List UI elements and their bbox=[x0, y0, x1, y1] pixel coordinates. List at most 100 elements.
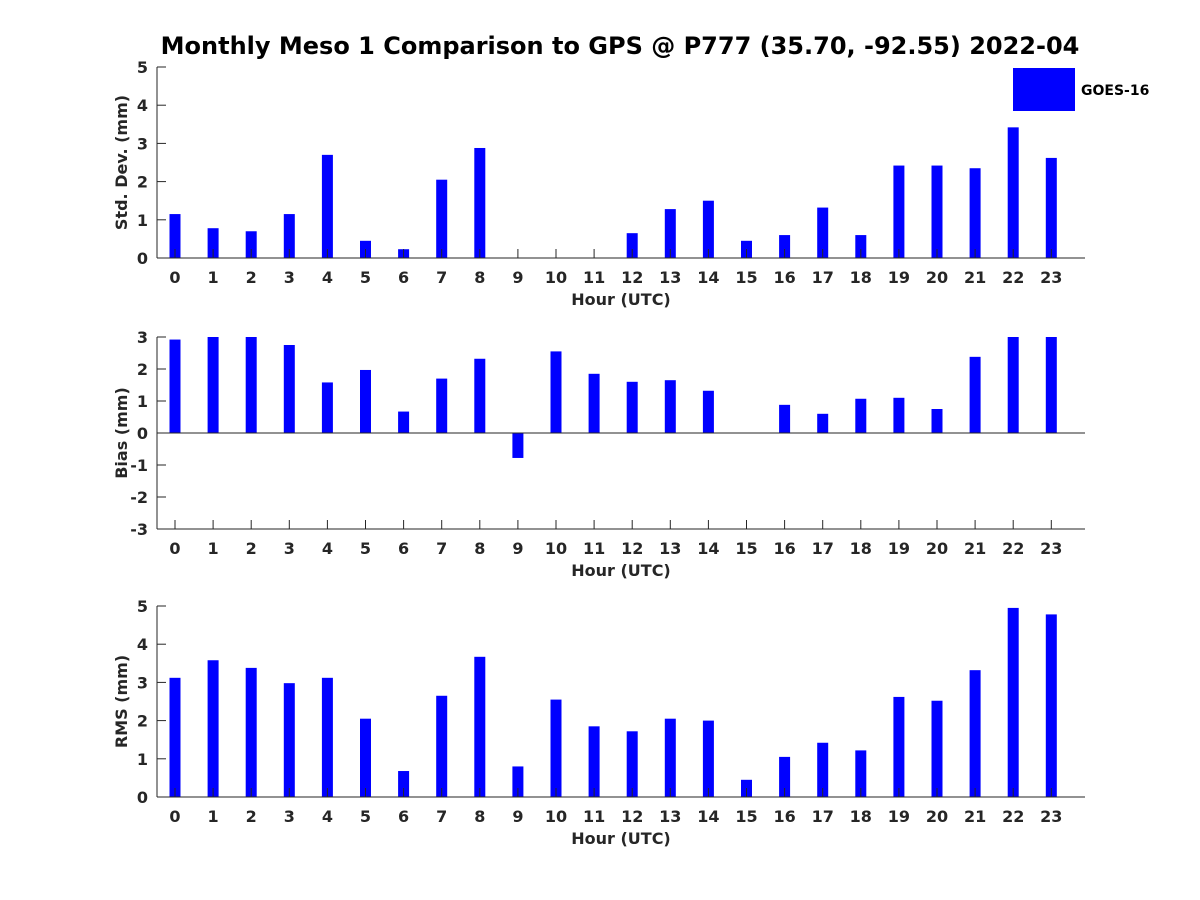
x-tick-label: 19 bbox=[888, 539, 910, 558]
x-tick-label: 23 bbox=[1040, 807, 1062, 826]
x-tick-label: 11 bbox=[583, 807, 605, 826]
x-tick-label: 8 bbox=[474, 268, 485, 287]
bar bbox=[702, 200, 714, 258]
x-tick-label: 4 bbox=[322, 268, 333, 287]
x-tick-label: 17 bbox=[812, 807, 834, 826]
bar bbox=[283, 683, 295, 797]
y-tick-label: 3 bbox=[137, 134, 148, 153]
bar bbox=[1045, 157, 1057, 258]
bar bbox=[664, 718, 676, 797]
x-tick-label: 3 bbox=[284, 539, 295, 558]
x-tick-label: 17 bbox=[812, 268, 834, 287]
x-tick-label: 11 bbox=[583, 539, 605, 558]
bar bbox=[626, 381, 638, 433]
x-tick-label: 20 bbox=[926, 539, 948, 558]
x-tick-label: 5 bbox=[360, 807, 371, 826]
bar bbox=[588, 726, 600, 797]
bar bbox=[207, 660, 219, 797]
bar bbox=[702, 390, 714, 433]
x-tick-label: 4 bbox=[322, 807, 333, 826]
bar bbox=[855, 235, 867, 258]
x-tick-label: 23 bbox=[1040, 268, 1062, 287]
x-tick-label: 13 bbox=[659, 268, 681, 287]
x-tick-label: 2 bbox=[246, 807, 257, 826]
bar bbox=[207, 337, 219, 433]
x-tick-label: 14 bbox=[697, 807, 719, 826]
y-tick-label: 4 bbox=[137, 635, 148, 654]
x-tick-label: 12 bbox=[621, 539, 643, 558]
y-tick-label: 3 bbox=[137, 328, 148, 347]
x-tick-label: 23 bbox=[1040, 539, 1062, 558]
x-tick-label: 12 bbox=[621, 268, 643, 287]
bar bbox=[779, 235, 791, 258]
bar bbox=[321, 677, 333, 797]
y-tick-label: -1 bbox=[130, 456, 148, 475]
x-tick-label: 13 bbox=[659, 539, 681, 558]
y-axis-label: Std. Dev. (mm) bbox=[112, 95, 131, 230]
bar bbox=[969, 356, 981, 433]
bar bbox=[283, 345, 295, 433]
x-tick-label: 2 bbox=[246, 268, 257, 287]
x-tick-label: 5 bbox=[360, 268, 371, 287]
x-tick-label: 9 bbox=[512, 539, 523, 558]
bar bbox=[474, 358, 486, 433]
bar bbox=[779, 404, 791, 433]
x-tick-label: 19 bbox=[888, 807, 910, 826]
bar bbox=[474, 656, 486, 797]
bar bbox=[931, 409, 943, 433]
bar bbox=[1045, 337, 1057, 433]
x-tick-label: 4 bbox=[322, 539, 333, 558]
bar bbox=[1007, 127, 1019, 258]
x-tick-label: 1 bbox=[208, 268, 219, 287]
x-tick-label: 15 bbox=[735, 268, 757, 287]
bar bbox=[817, 207, 829, 258]
x-tick-label: 0 bbox=[169, 539, 180, 558]
bar bbox=[779, 756, 791, 797]
x-tick-label: 10 bbox=[545, 539, 567, 558]
x-tick-label: 7 bbox=[436, 539, 447, 558]
y-axis-label: RMS (mm) bbox=[112, 655, 131, 748]
bar bbox=[169, 214, 181, 258]
y-tick-label: 4 bbox=[137, 96, 148, 115]
x-tick-label: 3 bbox=[284, 807, 295, 826]
bar bbox=[436, 179, 448, 258]
bar bbox=[893, 165, 905, 258]
y-tick-label: 0 bbox=[137, 788, 148, 807]
bar bbox=[893, 397, 905, 433]
bar bbox=[512, 433, 524, 458]
y-tick-label: -3 bbox=[130, 520, 148, 539]
chart-title: Monthly Meso 1 Comparison to GPS @ P777 … bbox=[161, 32, 1080, 60]
y-tick-label: -2 bbox=[130, 488, 148, 507]
x-tick-label: 9 bbox=[512, 807, 523, 826]
bar bbox=[207, 228, 219, 258]
bar bbox=[1007, 337, 1019, 433]
bar bbox=[855, 398, 867, 433]
x-tick-label: 15 bbox=[735, 539, 757, 558]
x-tick-label: 20 bbox=[926, 268, 948, 287]
bar bbox=[550, 351, 562, 433]
x-tick-label: 3 bbox=[284, 268, 295, 287]
x-tick-label: 10 bbox=[545, 807, 567, 826]
legend: GOES-16 bbox=[1013, 68, 1149, 111]
x-axis-label: Hour (UTC) bbox=[571, 829, 671, 848]
x-axis-label: Hour (UTC) bbox=[571, 290, 671, 309]
y-axis-label: Bias (mm) bbox=[112, 387, 131, 479]
bar bbox=[245, 667, 257, 797]
x-tick-label: 21 bbox=[964, 539, 986, 558]
bar bbox=[588, 373, 600, 433]
x-tick-label: 7 bbox=[436, 268, 447, 287]
y-tick-label: 1 bbox=[137, 211, 148, 230]
x-tick-label: 6 bbox=[398, 807, 409, 826]
bar bbox=[321, 154, 333, 258]
x-tick-label: 22 bbox=[1002, 268, 1024, 287]
bar bbox=[398, 411, 410, 433]
bar bbox=[169, 677, 181, 797]
bar bbox=[360, 718, 371, 797]
x-tick-label: 14 bbox=[697, 268, 719, 287]
bar bbox=[436, 695, 448, 797]
y-tick-label: 0 bbox=[137, 424, 148, 443]
x-tick-label: 7 bbox=[436, 807, 447, 826]
